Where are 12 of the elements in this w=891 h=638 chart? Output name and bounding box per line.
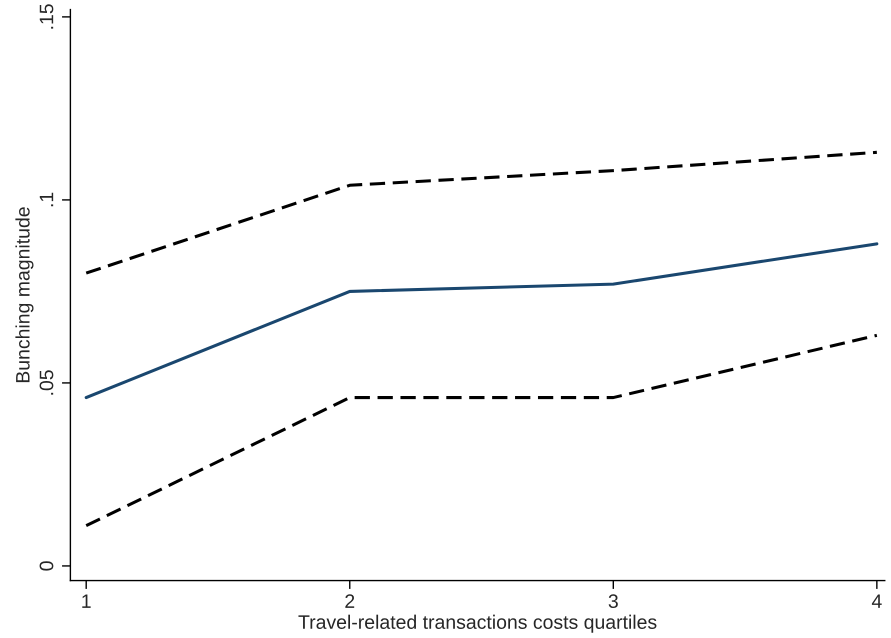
x-tick-label: 1 — [82, 594, 91, 608]
y-tick-label: 0 — [40, 561, 54, 571]
x-tick-label: 2 — [345, 594, 354, 608]
y-tick-label: .1 — [40, 192, 54, 206]
y-tick-label: .05 — [40, 370, 54, 395]
line-series — [84, 242, 878, 400]
x-tick-label: 4 — [872, 594, 882, 608]
line-series — [84, 150, 878, 275]
y-axis-title: Bunching magnitude — [15, 207, 34, 382]
y-tick-label: .15 — [40, 4, 54, 29]
x-axis-title: Travel-related transactions costs quartiles — [298, 614, 656, 633]
x-tick-label: 3 — [608, 594, 618, 608]
